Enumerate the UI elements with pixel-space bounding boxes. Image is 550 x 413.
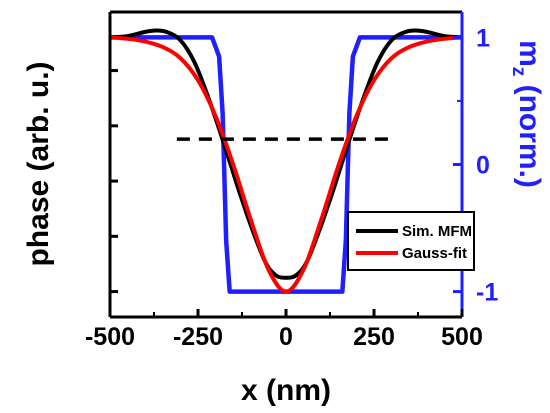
x-tick-label: 250 — [353, 323, 395, 351]
right-axis-title-sub: z — [508, 67, 529, 77]
ticks-layer: -500 -250 0 250 500 -1 0 1 — [85, 24, 498, 351]
left-axis-title: phase (arb. u.) — [22, 61, 55, 266]
right-tick-label: -1 — [476, 279, 498, 307]
right-tick-label: 1 — [476, 24, 490, 52]
plot-frame — [108, 10, 464, 319]
right-axis-title: mz (norm.) — [508, 40, 546, 188]
legend-label-sim-mfm: Sim. MFM — [402, 223, 472, 240]
sim-mfm-line — [109, 28, 463, 280]
right-tick-label: 0 — [476, 152, 490, 180]
legend: Sim. MFM Gauss-fit — [347, 211, 475, 271]
x-tick-label: 0 — [279, 323, 293, 351]
x-tick-label: -500 — [85, 323, 135, 351]
right-axis-title-rest: (norm.) — [513, 76, 546, 188]
legend-label-gauss-fit: Gauss-fit — [402, 245, 467, 262]
x-axis-title: x (nm) — [241, 374, 331, 407]
x-tick-label: -250 — [173, 323, 223, 351]
legend-box — [347, 211, 475, 271]
right-axis-title-main: m — [513, 40, 546, 67]
x-tick-label: 500 — [441, 323, 483, 351]
series-layer — [109, 28, 463, 294]
gauss-fit-line — [109, 35, 463, 294]
